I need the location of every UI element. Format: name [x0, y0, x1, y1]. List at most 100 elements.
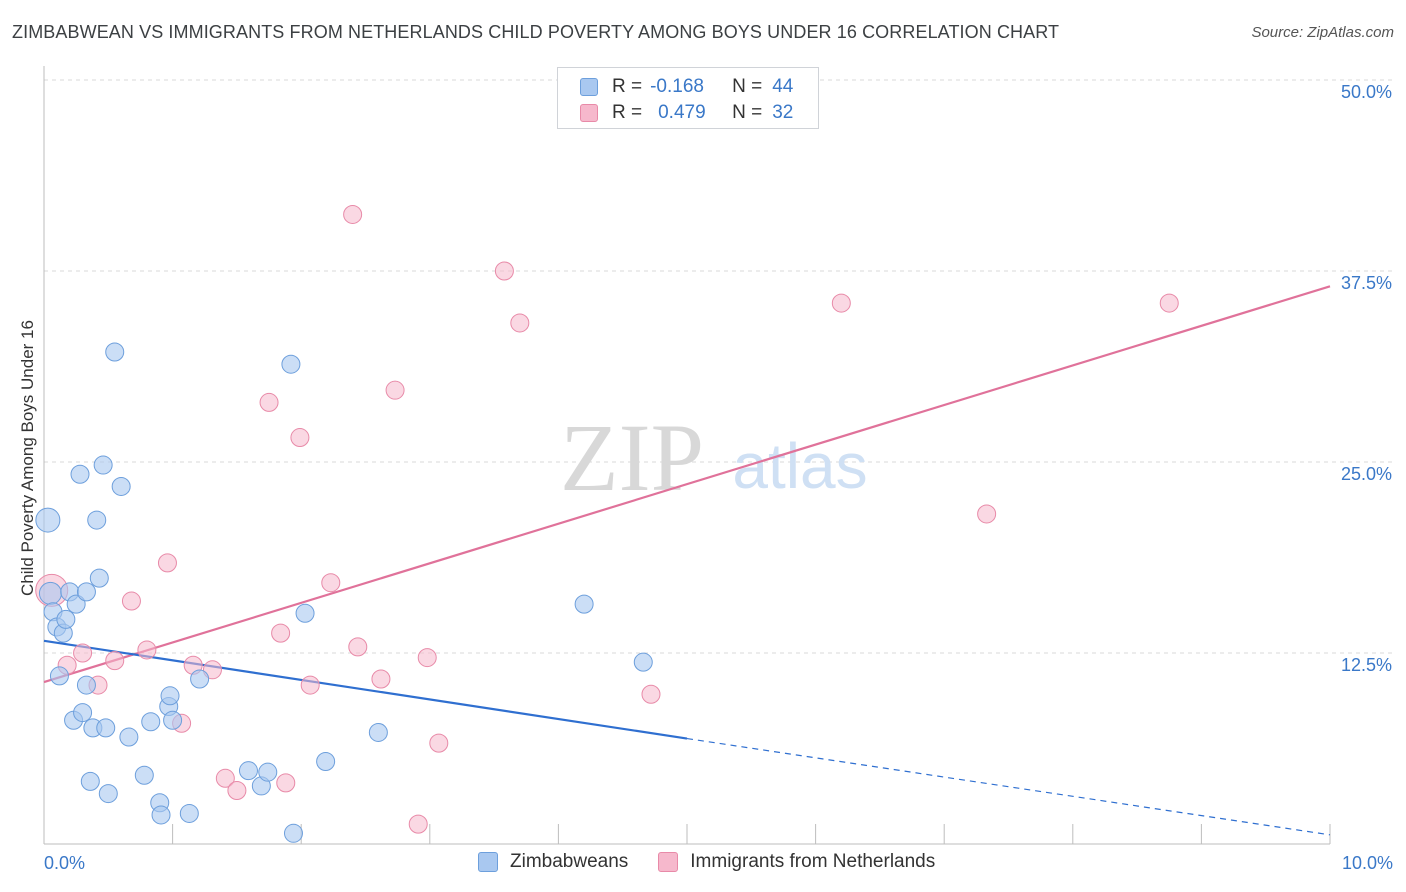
point-zimbabweans	[70, 464, 90, 484]
point-netherlands	[259, 392, 279, 412]
point-zimbabweans	[93, 455, 113, 475]
point-netherlands	[831, 293, 851, 313]
point-zimbabweans	[190, 669, 210, 689]
watermark-atlas: atlas	[732, 430, 867, 502]
point-zimbabweans	[368, 722, 388, 742]
point-zimbabweans	[151, 805, 171, 825]
x-tick-label-max: 10.0%	[1342, 853, 1393, 873]
point-netherlands	[1159, 293, 1179, 313]
legend-swatch-blue	[580, 78, 598, 96]
point-netherlands	[977, 504, 997, 524]
point-netherlands	[227, 781, 247, 801]
point-zimbabweans	[98, 784, 118, 804]
legend-n-value: 32	[772, 102, 794, 123]
point-zimbabweans	[66, 594, 86, 614]
point-netherlands	[321, 573, 341, 593]
point-zimbabweans	[633, 652, 653, 672]
point-zimbabweans	[295, 603, 315, 623]
legend-r-label: R =	[612, 102, 643, 123]
point-zimbabweans	[163, 710, 183, 730]
labels-layer: 12.5% 25.0% 37.5% 50.0% 0.0% 10.0%	[44, 82, 1393, 873]
point-netherlands	[371, 669, 391, 689]
point-netherlands	[215, 768, 235, 788]
point-netherlands	[276, 773, 296, 793]
grid-layer	[44, 79, 1394, 654]
y-tick-label: 12.5%	[1341, 655, 1392, 675]
point-zimbabweans	[119, 727, 139, 747]
point-netherlands	[290, 428, 310, 448]
point-zimbabweans	[316, 751, 336, 771]
watermark-zip: ZIP	[560, 404, 704, 511]
point-zimbabweans	[283, 823, 303, 843]
legend-n-value: 44	[772, 76, 794, 97]
legend-r-label: R =	[612, 76, 643, 97]
trend-line-netherlands	[43, 285, 1331, 684]
legend-r-value: -0.168	[650, 76, 704, 97]
y-tick-label: 37.5%	[1341, 273, 1392, 293]
point-netherlands	[300, 675, 320, 695]
legend-n-label: N =	[732, 102, 763, 123]
point-zimbabweans	[89, 568, 109, 588]
legend-label-netherlands: Immigrants from Netherlands	[690, 851, 936, 872]
legend-row-zimbabweans: R = -0.168 N = 44	[580, 74, 793, 100]
y-tick-label: 25.0%	[1341, 464, 1392, 484]
point-zimbabweans	[281, 354, 301, 374]
point-netherlands	[271, 623, 291, 643]
y-axis-title: Child Poverty Among Boys Under 16	[18, 320, 37, 596]
point-netherlands	[348, 637, 368, 657]
point-netherlands	[641, 684, 661, 704]
point-netherlands	[105, 651, 125, 671]
point-netherlands	[417, 648, 437, 668]
point-zimbabweans	[160, 686, 180, 706]
point-zimbabweans	[258, 762, 278, 782]
point-netherlands	[510, 313, 530, 333]
point-netherlands	[121, 591, 141, 611]
points-layer	[35, 204, 1179, 843]
point-zimbabweans	[87, 510, 107, 530]
legend-item-zimbabweans[interactable]: Zimbabweans	[478, 851, 628, 873]
watermark: ZIP atlas	[560, 404, 868, 511]
chart-title: ZIMBABWEAN VS IMMIGRANTS FROM NETHERLAND…	[12, 22, 1060, 42]
correlation-legend: R = -0.168 N = 44 R = 0.479 N = 32	[557, 67, 819, 129]
point-zimbabweans	[96, 718, 116, 738]
bottom-legend: Zimbabweans Immigrants from Netherlands	[478, 851, 965, 873]
point-zimbabweans	[35, 507, 61, 533]
point-zimbabweans	[111, 476, 131, 496]
legend-item-netherlands[interactable]: Immigrants from Netherlands	[658, 851, 935, 873]
legend-swatch-blue	[478, 852, 498, 872]
legend-r-value: 0.479	[658, 102, 706, 123]
point-zimbabweans	[141, 712, 161, 732]
point-zimbabweans	[105, 342, 125, 362]
trend-line-zimbabweans-extrapolated	[686, 737, 1331, 836]
point-zimbabweans	[574, 594, 594, 614]
point-netherlands	[343, 204, 363, 224]
source-label: Source: ZipAtlas.com	[1251, 24, 1394, 41]
point-netherlands	[202, 660, 222, 680]
legend-swatch-pink	[580, 104, 598, 122]
point-zimbabweans	[238, 761, 258, 781]
point-zimbabweans	[134, 765, 154, 785]
trend-layer	[43, 285, 1331, 836]
legend-row-netherlands: R = 0.479 N = 32	[580, 100, 793, 126]
x-tick-label-min: 0.0%	[44, 853, 85, 873]
point-netherlands	[157, 553, 177, 573]
point-zimbabweans	[56, 609, 76, 629]
legend-n-label: N =	[732, 76, 763, 97]
point-netherlands	[408, 814, 428, 834]
point-zimbabweans	[80, 771, 100, 791]
point-zimbabweans	[73, 703, 93, 723]
point-zimbabweans	[76, 675, 96, 695]
legend-swatch-pink	[658, 852, 679, 872]
point-zimbabweans	[179, 803, 199, 823]
point-netherlands	[385, 380, 405, 400]
point-zimbabweans	[49, 666, 69, 686]
y-tick-label: 50.0%	[1341, 82, 1392, 102]
point-netherlands	[137, 640, 157, 660]
point-zimbabweans	[38, 581, 62, 605]
point-netherlands	[429, 733, 449, 753]
point-netherlands	[494, 261, 514, 281]
legend-label-zimbabweans: Zimbabweans	[510, 851, 629, 872]
point-zimbabweans	[76, 582, 96, 602]
point-netherlands	[73, 643, 93, 663]
